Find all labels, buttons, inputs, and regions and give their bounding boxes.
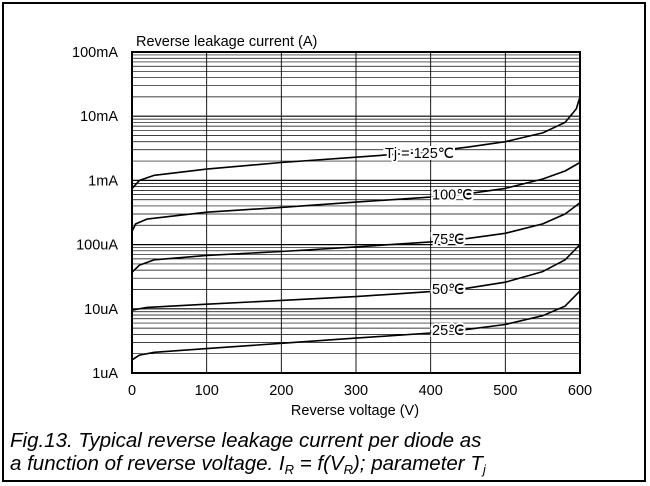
x-tick-label: 0 xyxy=(128,383,136,399)
caption-sub-ir: R xyxy=(284,462,295,477)
series-line xyxy=(131,244,581,311)
caption-sub-vr: R xyxy=(343,462,353,477)
plot-area xyxy=(131,51,581,374)
x-axis-label: Reverse voltage (V) xyxy=(291,403,419,419)
figure-caption-line-2: a function of reverse voltage. IR = f(VR… xyxy=(10,452,640,477)
series-label: 50℃ xyxy=(432,282,464,298)
x-tick-label: 100 xyxy=(195,383,219,399)
y-tick-label: 1uA xyxy=(92,366,118,382)
caption-text-2b: = f(V xyxy=(294,452,344,475)
y-tick-label: 100mA xyxy=(72,45,118,61)
figure-caption-line-1: Fig.13. Typical reverse leakage current … xyxy=(10,430,640,452)
series-labels: Tj = 125℃ 100℃ 75℃ 50℃ 25℃ xyxy=(383,144,474,341)
y-tick-label: 100uA xyxy=(76,238,118,254)
y-tick-label: 1mA xyxy=(88,173,118,189)
x-tick-label: 600 xyxy=(568,383,592,399)
series-label: Tj = 125℃ xyxy=(385,146,454,162)
series-label: 25℃ xyxy=(432,323,464,339)
series-line xyxy=(131,96,581,189)
x-tick-labels: 0 100 200 300 400 500 600 xyxy=(128,383,592,399)
series-label: 100℃ xyxy=(432,187,472,203)
y-tick-label: 10uA xyxy=(84,302,118,318)
x-tick-label: 400 xyxy=(419,383,443,399)
caption-sub-tj: j xyxy=(482,462,486,477)
x-tick-label: 500 xyxy=(493,383,517,399)
series-label: 75℃ xyxy=(432,232,464,248)
y-tick-labels: 1uA 10uA 100uA 1mA 10mA 100mA xyxy=(72,45,118,382)
leakage-current-chart: Tj = 125℃ 100℃ 75℃ 50℃ 25℃ 1uA 10uA 100uA 1mA 10… xyxy=(72,34,592,419)
figure-frame xyxy=(2,2,646,482)
series-line xyxy=(131,202,581,273)
x-tick-label: 200 xyxy=(269,383,293,399)
caption-text-2a: a function of reverse voltage. I xyxy=(10,452,285,475)
series-lines xyxy=(131,96,581,361)
caption-text-1: Fig.13. Typical reverse leakage current … xyxy=(10,429,482,452)
series-line xyxy=(131,161,581,232)
x-tick-label: 300 xyxy=(344,383,368,399)
caption-text-2c: ); parameter T xyxy=(352,452,483,475)
chart-title: Reverse leakage current (A) xyxy=(136,34,317,50)
series-line xyxy=(131,290,581,361)
y-tick-label: 10mA xyxy=(80,109,118,125)
